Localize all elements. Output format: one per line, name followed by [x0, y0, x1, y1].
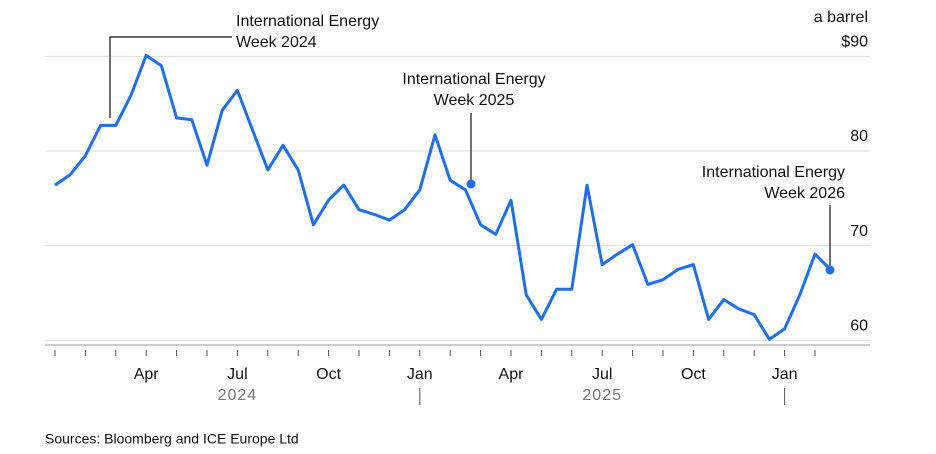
y-tick-label: 60: [850, 317, 868, 334]
x-tick-label: Jan: [407, 366, 433, 383]
x-tick-label: Oct: [681, 366, 706, 383]
y-unit-label: a barrel: [814, 9, 868, 26]
x-tick-label: Oct: [316, 366, 341, 383]
annotation-text: Week 2024: [236, 34, 317, 51]
annotation-text: International Energy: [236, 13, 379, 30]
x-tick-label: Apr: [134, 366, 160, 383]
y-tick-label: 70: [850, 223, 868, 240]
x-tick-label: Jan: [772, 366, 798, 383]
x-tick-label: Jul: [227, 366, 247, 383]
annotation-leader: [109, 36, 232, 118]
year-label: 2025: [582, 387, 622, 404]
y-tick-label: $90: [841, 34, 868, 51]
annotation-dot: [825, 265, 835, 275]
year-label: 2024: [218, 387, 258, 404]
x-tick-label: Apr: [499, 366, 525, 383]
annotation-dot: [466, 179, 476, 189]
annotation-text: International Energy: [402, 71, 545, 88]
annotation-text: Week 2026: [764, 185, 845, 202]
source: Sources: Bloomberg and ICE Europe Ltd: [45, 431, 299, 447]
y-tick-label: 80: [850, 128, 868, 145]
x-tick-label: Jul: [592, 366, 612, 383]
annotation-text: Week 2025: [434, 92, 515, 109]
price-line: [54, 53, 832, 341]
annotation-text: International Energy: [702, 164, 845, 181]
